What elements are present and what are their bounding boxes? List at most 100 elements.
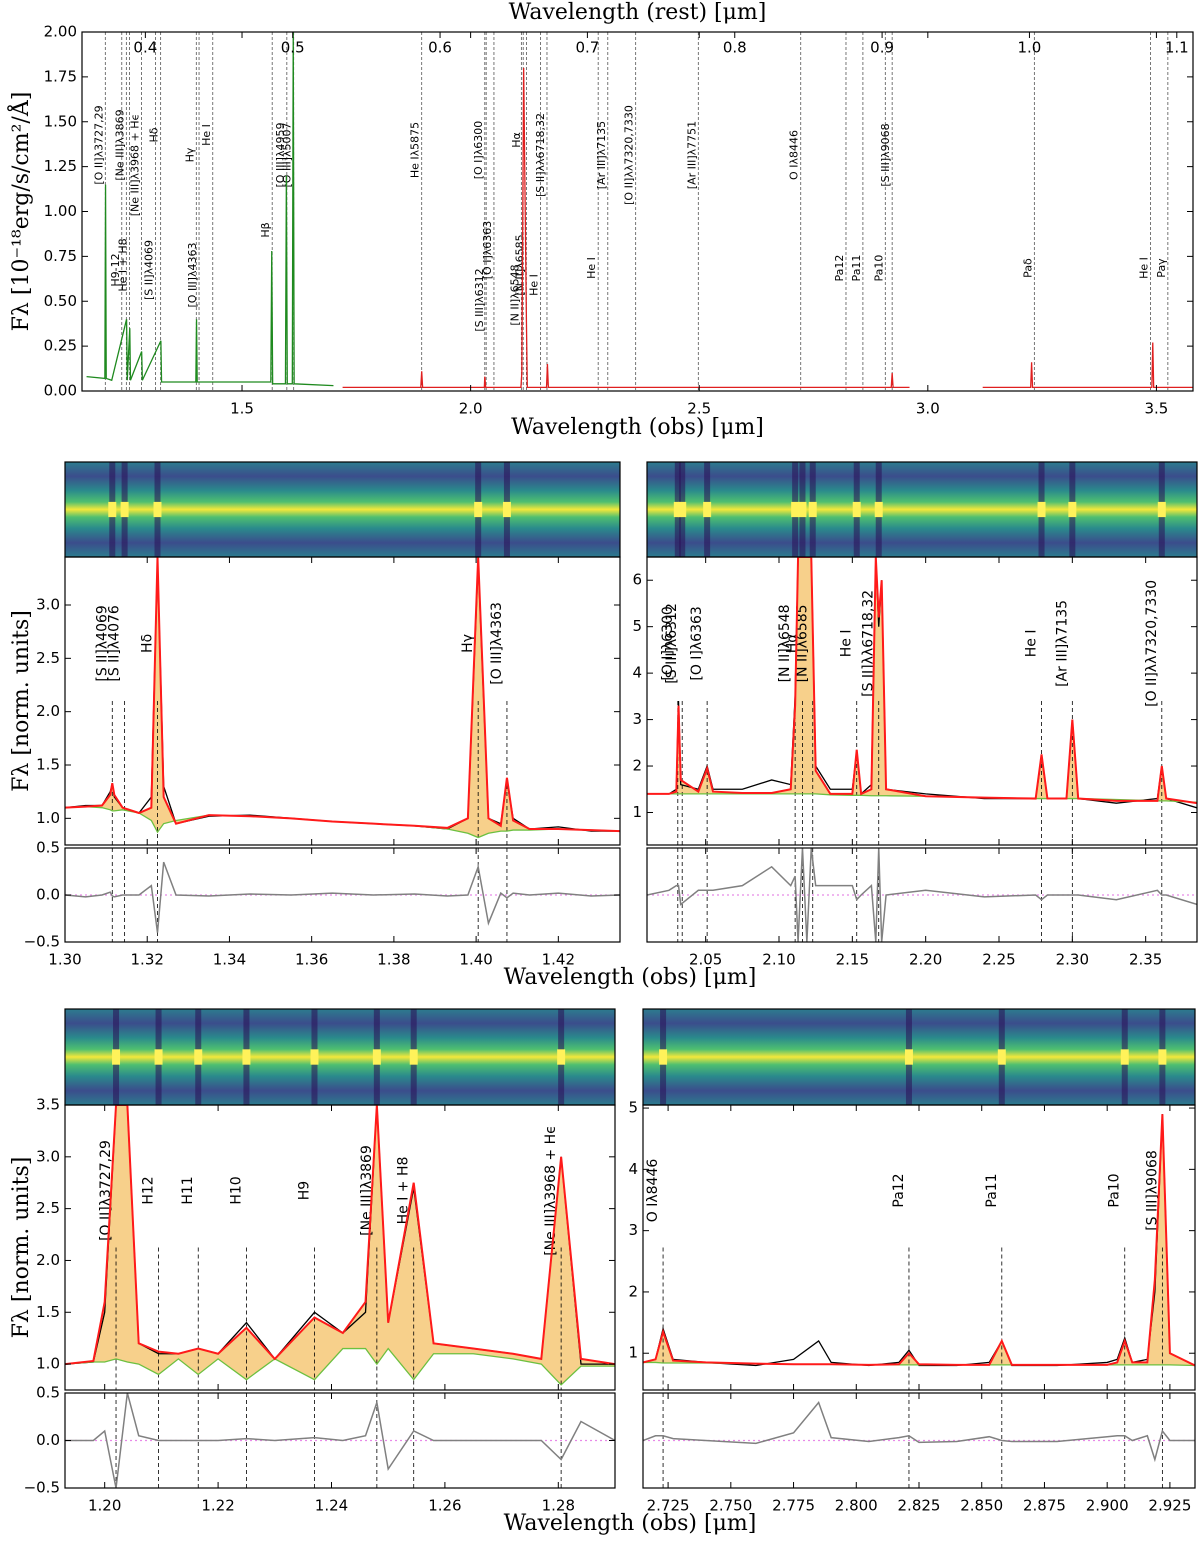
image-line-bright	[997, 1049, 1006, 1065]
axes-frame	[64, 1104, 616, 1391]
line-label: [N II]λ6548	[777, 604, 793, 682]
y-axis-title: Fλ [norm. units]	[9, 1157, 34, 1339]
spectrum-2d-image	[65, 1009, 615, 1105]
x-tick-label: 2.750	[709, 1497, 752, 1515]
y-tick-label: 0.0	[36, 886, 60, 904]
y-tick-label: 1	[628, 1344, 638, 1362]
x-tick-label: 3.5	[1144, 400, 1168, 418]
x-tick-label: 2.05	[689, 951, 722, 969]
line-label: [S II]λ4076	[107, 605, 123, 682]
line-label: H12	[141, 1176, 157, 1204]
x-tick-label: 2.925	[1148, 1497, 1191, 1515]
line-label: [S II]λ4069	[143, 240, 156, 300]
line-label: [N II]λ6585	[513, 234, 526, 295]
x-tick-label: 3.0	[916, 400, 940, 418]
spectrum-line	[342, 67, 1193, 389]
y-tick-label: −0.5	[24, 933, 60, 951]
y-tick-label: 2.5	[36, 1199, 60, 1217]
line-label: [S III]λ6312	[473, 268, 486, 331]
y-tick-label: 1.0	[36, 809, 60, 827]
y-tick-label: 1.0	[36, 1355, 60, 1373]
x-tick-label: 2.725	[647, 1497, 690, 1515]
y-tick-label: 3	[632, 710, 642, 728]
line-label: H9-12	[109, 253, 122, 286]
y-tick-label: 2.5	[36, 649, 60, 667]
x-tick-label: 2.20	[909, 951, 942, 969]
line-label: [O I]λ6300	[472, 121, 485, 180]
line-label: [S III]λ6312	[664, 603, 680, 684]
x-tick-label: 1.34	[213, 951, 246, 969]
y-tick-label: 2.00	[44, 23, 77, 41]
line-label: [S III]λ9068	[1144, 1150, 1160, 1231]
image-line-bright	[372, 1049, 381, 1065]
axes-frame	[642, 1104, 1196, 1391]
image-line-bright	[154, 1049, 163, 1065]
line-label: He I	[585, 257, 598, 279]
x-axis-title: Wavelength (obs) [μm]	[504, 1511, 757, 1536]
line-label: He I + H8	[117, 238, 130, 291]
line-flux-fill	[65, 1105, 615, 1385]
line-label: [O III]λ4363	[186, 243, 199, 308]
line-label: [O III]λ4959	[274, 123, 287, 188]
data-spectrum	[65, 562, 620, 832]
x-axis-title: Wavelength (obs) [μm]	[504, 965, 757, 990]
line-label: H10	[228, 1176, 244, 1204]
data-spectrum	[65, 1105, 615, 1365]
spectrum-2d-image	[647, 462, 1197, 557]
y-tick-label: 2.0	[36, 702, 60, 720]
y-tick-label: 0.25	[44, 337, 77, 355]
spectrum-line	[86, 32, 334, 387]
y-axis-title: Fλ [10⁻¹⁸erg/s/cm²/Å]	[6, 92, 34, 332]
continuum-line	[647, 793, 1197, 803]
image-line-bright	[1157, 501, 1166, 518]
line-label: [O I]λ6363	[481, 221, 494, 280]
x-tick-label: 2.850	[960, 1497, 1003, 1515]
image-line-bright	[474, 501, 483, 518]
model-line	[643, 1114, 1195, 1367]
line-flux-fill	[65, 557, 620, 838]
x-tick-label: 1.24	[315, 1497, 348, 1515]
line-label: [O II]λλ7320,7330	[1144, 580, 1160, 707]
y-tick-label: 1.75	[44, 67, 77, 85]
image-line-bright	[1120, 1049, 1129, 1065]
x-tick-label: 2.0	[459, 400, 483, 418]
line-label: Pa10	[872, 255, 885, 282]
image-line-bright	[310, 1049, 319, 1065]
line-label: [O II]λ3727,29	[92, 105, 105, 184]
y-tick-label: 1.25	[44, 157, 77, 175]
line-label: [N II]λ6548	[508, 264, 521, 325]
image-line-bright	[874, 501, 883, 518]
image-line-bright	[112, 1049, 121, 1065]
line-label: He I	[839, 630, 855, 658]
image-line-bright	[678, 501, 687, 518]
y-tick-label: 4	[628, 1160, 638, 1178]
line-label: He I + H8	[396, 1157, 412, 1225]
x-tick-label: 2.825	[898, 1497, 941, 1515]
y-tick-label: 5	[628, 1099, 638, 1117]
line-label: Hβ	[259, 222, 272, 237]
residual-line	[65, 1393, 615, 1488]
x-tick-label: 2.15	[836, 951, 869, 969]
x2-tick-label: 0.5	[281, 39, 305, 57]
line-label: [Ne III]λ3968 + Hϵ	[543, 1125, 559, 1256]
y-tick-label: 2	[632, 757, 642, 775]
line-label: [Ar III]λ7751	[685, 121, 698, 189]
spectrum-2d-image	[65, 462, 620, 557]
y-tick-label: 3	[628, 1221, 638, 1239]
line-label: O Iλ8446	[788, 130, 801, 180]
x2-tick-label: 1.0	[1018, 39, 1042, 57]
x-tick-label: 1.5	[230, 400, 254, 418]
image-line-bright	[194, 1049, 203, 1065]
x-tick-label: 1.30	[48, 951, 81, 969]
line-flux-fill	[647, 557, 1197, 804]
image-line-bright	[808, 501, 817, 518]
x-tick-label: 2.25	[982, 951, 1015, 969]
residual-line	[643, 1401, 1195, 1463]
data-spectrum	[647, 557, 1197, 809]
x-tick-label: 1.26	[428, 1497, 461, 1515]
x-tick-label: 1.20	[88, 1497, 121, 1515]
residual-line	[647, 848, 1197, 942]
y-tick-label: 1.5	[36, 756, 60, 774]
x-tick-label: 1.32	[131, 951, 164, 969]
image-line-bright	[1158, 1049, 1167, 1065]
